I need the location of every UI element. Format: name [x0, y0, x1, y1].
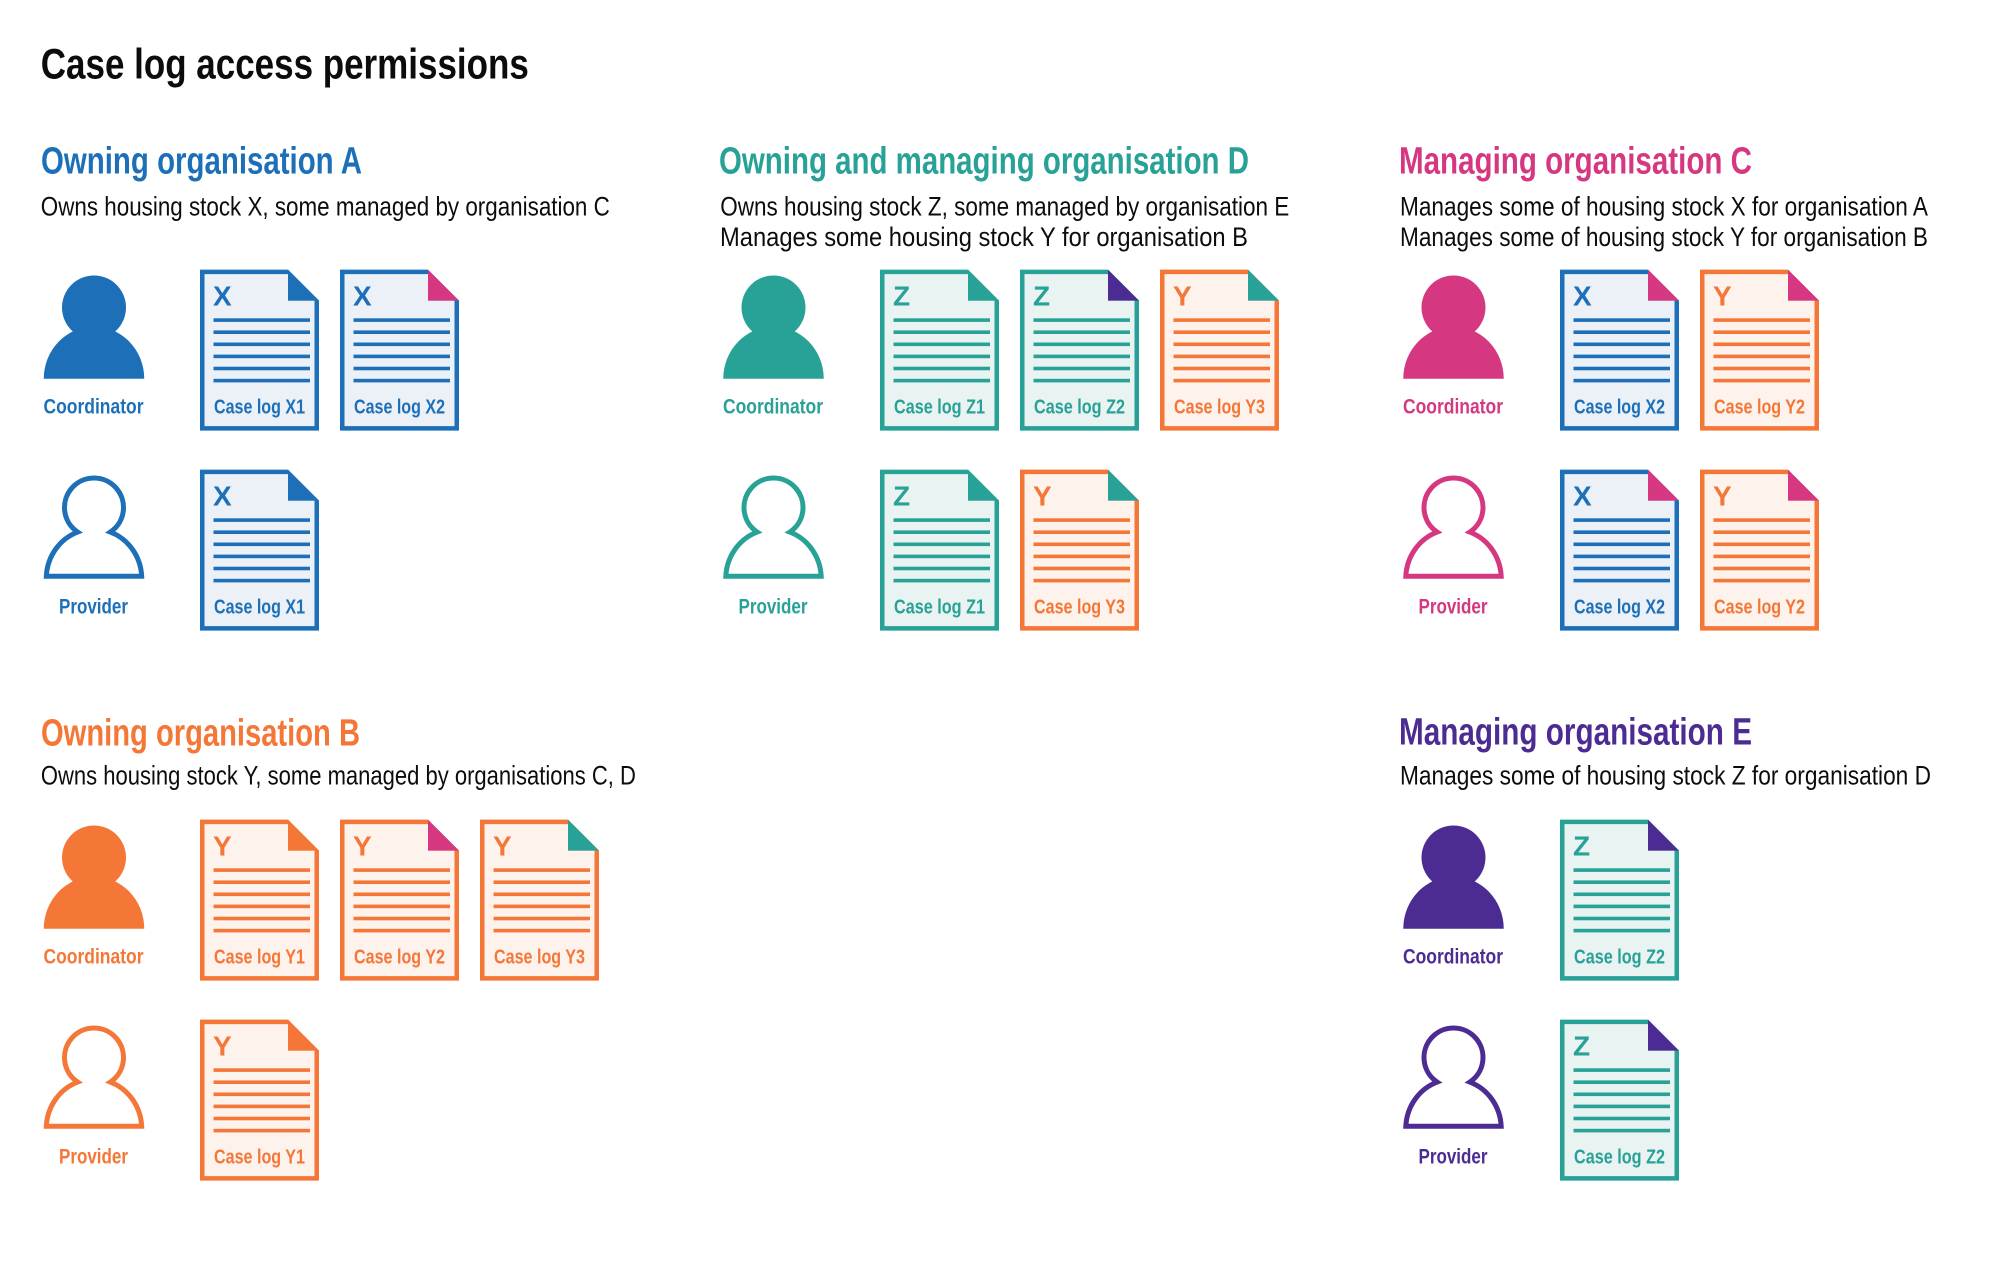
svg-text:Owning organisation A: Owning organisation A	[41, 140, 362, 182]
svg-text:Provider: Provider	[1419, 595, 1488, 618]
svg-text:Z: Z	[1573, 1031, 1590, 1062]
svg-text:Y: Y	[213, 831, 232, 862]
svg-text:Y: Y	[1033, 481, 1052, 512]
svg-text:Coordinator: Coordinator	[44, 395, 144, 418]
svg-text:Case log Y2: Case log Y2	[1714, 397, 1805, 419]
svg-text:Provider: Provider	[739, 595, 808, 618]
svg-text:X: X	[1573, 481, 1592, 512]
svg-text:Case log Z2: Case log Z2	[1574, 947, 1665, 969]
svg-text:Case log Y2: Case log Y2	[1714, 597, 1805, 619]
svg-text:Provider: Provider	[59, 595, 128, 618]
svg-text:Case log X2: Case log X2	[1574, 597, 1665, 619]
svg-text:Case log Y3: Case log Y3	[1174, 397, 1265, 419]
svg-text:Manages some of housing stock: Manages some of housing stock Z for orga…	[1400, 760, 1931, 790]
svg-text:X: X	[213, 481, 232, 512]
svg-text:Coordinator: Coordinator	[1403, 945, 1503, 968]
svg-text:Owns housing stock X, some man: Owns housing stock X, some managed by or…	[41, 191, 610, 221]
svg-text:Y: Y	[1173, 281, 1192, 312]
svg-text:Y: Y	[1713, 281, 1732, 312]
svg-text:Case log Y2: Case log Y2	[354, 947, 445, 969]
svg-text:X: X	[353, 281, 372, 312]
svg-text:Case log Y3: Case log Y3	[1034, 597, 1125, 619]
svg-text:Case log Y1: Case log Y1	[214, 947, 305, 969]
svg-text:Manages some of housing stock: Manages some of housing stock Y for orga…	[1400, 222, 1928, 252]
svg-text:Owns housing stock Y, some man: Owns housing stock Y, some managed by or…	[41, 760, 636, 790]
svg-text:Managing organisation E: Managing organisation E	[1399, 712, 1752, 754]
svg-text:Case log X2: Case log X2	[354, 397, 445, 419]
svg-text:X: X	[213, 281, 232, 312]
svg-text:Z: Z	[1573, 831, 1590, 862]
svg-text:Y: Y	[493, 831, 512, 862]
svg-text:Case log X1: Case log X1	[214, 397, 305, 419]
svg-text:Case log Z2: Case log Z2	[1574, 1147, 1665, 1169]
svg-text:Manages some of housing stock: Manages some of housing stock X for orga…	[1400, 191, 1928, 221]
svg-text:Coordinator: Coordinator	[44, 945, 144, 968]
svg-text:Case log access permissions: Case log access permissions	[41, 41, 529, 89]
svg-text:Case log Z1: Case log Z1	[894, 597, 985, 619]
svg-text:Y: Y	[1713, 481, 1732, 512]
svg-text:Y: Y	[353, 831, 372, 862]
svg-text:Z: Z	[893, 281, 910, 312]
svg-text:Case log Y1: Case log Y1	[214, 1147, 305, 1169]
svg-text:Managing organisation C: Managing organisation C	[1399, 140, 1752, 182]
svg-text:Case log X2: Case log X2	[1574, 397, 1665, 419]
svg-text:Z: Z	[893, 481, 910, 512]
svg-text:Provider: Provider	[59, 1145, 128, 1168]
svg-text:Owns housing stock Z, some man: Owns housing stock Z, some managed by or…	[720, 191, 1289, 221]
svg-text:Z: Z	[1033, 281, 1050, 312]
svg-text:Case log Z1: Case log Z1	[894, 397, 985, 419]
svg-text:Manages some housing stock Y f: Manages some housing stock Y for organis…	[720, 222, 1248, 252]
svg-text:Case log Z2: Case log Z2	[1034, 397, 1125, 419]
svg-text:Owning organisation B: Owning organisation B	[41, 712, 360, 754]
svg-text:Coordinator: Coordinator	[723, 395, 823, 418]
svg-text:Case log X1: Case log X1	[214, 597, 305, 619]
svg-text:Coordinator: Coordinator	[1403, 395, 1503, 418]
svg-text:Provider: Provider	[1419, 1145, 1488, 1168]
svg-text:Owning and managing organisati: Owning and managing organisation D	[719, 140, 1249, 182]
svg-text:X: X	[1573, 281, 1592, 312]
svg-text:Case log Y3: Case log Y3	[494, 947, 585, 969]
svg-text:Y: Y	[213, 1031, 232, 1062]
